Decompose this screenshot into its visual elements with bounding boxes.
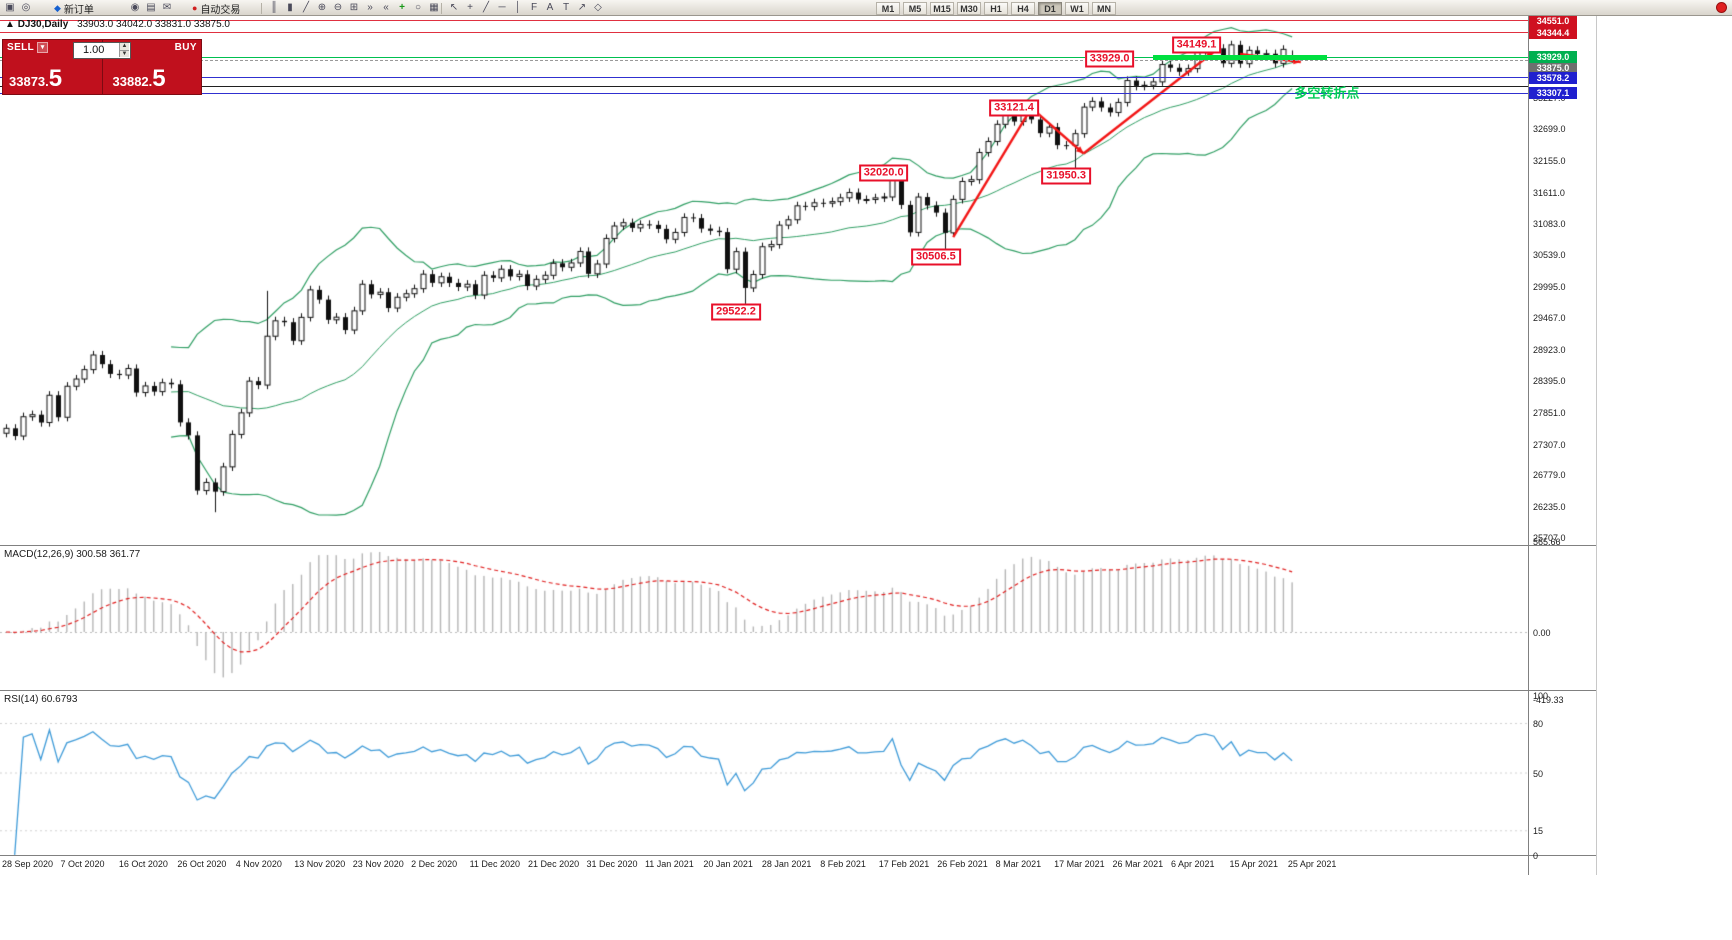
autotrading-icon: ● (192, 3, 198, 13)
chart-zoom-icon[interactable]: ◎ (21, 1, 31, 13)
volume-input[interactable]: 1.00 ▲ ▼ (73, 42, 131, 59)
volume-spinner-down[interactable]: ▼ (119, 50, 129, 57)
mail-icon[interactable]: ✉ (162, 1, 172, 13)
zoom-in-icon[interactable]: ⊕ (317, 1, 327, 13)
sell-options-dropdown[interactable]: ▾ (37, 42, 49, 53)
time-axis-separator (0, 855, 1596, 856)
new-order-label: 新订单 (63, 4, 94, 16)
chart-shift-icon[interactable]: « (383, 1, 389, 13)
chart-title: ▲ DJ30,Daily 33903.0 34042.0 33831.0 338… (5, 19, 230, 30)
toolbar-separator (261, 2, 262, 14)
timeframe-button-d1[interactable]: D1 (1038, 1, 1062, 15)
cursor-icon[interactable]: ↖ (449, 1, 459, 13)
new-order-button[interactable]: ◆ 新订单 (52, 2, 96, 16)
new-chart-icon[interactable]: ▣ (5, 1, 15, 13)
one-click-trading-panel: SELL ▾ 33873.5 BUY 33882.5 1.00 ▲ ▼ (2, 39, 202, 95)
timeframe-button-m1[interactable]: M1 (876, 1, 900, 15)
horizontal-line-icon[interactable]: ─ (498, 1, 506, 13)
toolbar-separator (441, 2, 442, 14)
timeframe-button-w1[interactable]: W1 (1065, 1, 1089, 15)
templates-icon[interactable]: ▦ (429, 1, 439, 13)
arrow-tool-icon[interactable]: ↗ (577, 1, 587, 13)
buy-price: 33882.5 (112, 65, 166, 92)
line-chart-icon[interactable]: ╱ (302, 1, 310, 13)
price-axis-border (1528, 16, 1529, 875)
timeframe-button-m5[interactable]: M5 (903, 1, 927, 15)
fibonacci-icon[interactable]: F (530, 1, 538, 13)
main-toolbar: ▣ ◎ ◆ 新订单 ◉ ▤ ✉ ● 自动交易 ║ ▮ ╱ ⊕ ⊖ ⊞ » « + ○ ▦ ↖ + ╱ ─ │ F A T… (0, 0, 1732, 16)
timeframe-button-mn[interactable]: MN (1092, 1, 1116, 15)
trendline-icon[interactable]: ╱ (482, 1, 490, 13)
chart-symbol-period: DJ30,Daily (17, 19, 69, 30)
panel-separator-rsi[interactable] (0, 690, 1596, 691)
market-watch-icon[interactable]: ◉ (130, 1, 140, 13)
sell-price: 33873.5 (9, 65, 63, 92)
window-right-border (1596, 16, 1597, 875)
indicators-icon[interactable]: + (399, 1, 405, 13)
bar-chart-icon[interactable]: ║ (270, 1, 278, 13)
timeframe-button-m15[interactable]: M15 (930, 1, 954, 15)
buy-label: BUY (174, 42, 197, 53)
timeframe-button-m30[interactable]: M30 (957, 1, 981, 15)
chart-title-marker: ▲ (5, 19, 15, 30)
periods-icon[interactable]: ○ (414, 1, 422, 13)
macd-indicator-label: MACD(12,26,9) 300.58 361.77 (4, 549, 141, 560)
crosshair-icon[interactable]: + (467, 1, 473, 13)
auto-scroll-icon[interactable]: » (367, 1, 373, 13)
rsi-indicator-label: RSI(14) 60.6793 (4, 694, 78, 705)
volume-value: 1.00 (83, 44, 105, 56)
shapes-icon[interactable]: ◇ (594, 1, 602, 13)
tile-windows-icon[interactable]: ⊞ (349, 1, 359, 13)
panel-separator-macd[interactable] (0, 545, 1596, 546)
text-icon[interactable]: A (546, 1, 554, 13)
candlestick-chart-icon[interactable]: ▮ (287, 1, 293, 13)
notification-icon[interactable] (1716, 2, 1727, 13)
data-window-icon[interactable]: ▤ (146, 1, 156, 13)
timeframe-button-h4[interactable]: H4 (1011, 1, 1035, 15)
timeframe-button-h1[interactable]: H1 (984, 1, 1008, 15)
label-icon[interactable]: T (562, 1, 570, 13)
zoom-out-icon[interactable]: ⊖ (333, 1, 343, 13)
new-order-icon: ◆ (54, 2, 61, 13)
autotrading-button[interactable]: ● 自动交易 (190, 2, 242, 16)
autotrading-label: 自动交易 (200, 4, 241, 16)
vertical-line-icon[interactable]: │ (514, 1, 522, 13)
volume-spinner-up[interactable]: ▲ (119, 43, 129, 50)
sell-label: SELL (7, 42, 35, 53)
chart-ohlc-values: 33903.0 34042.0 33831.0 33875.0 (77, 19, 230, 30)
